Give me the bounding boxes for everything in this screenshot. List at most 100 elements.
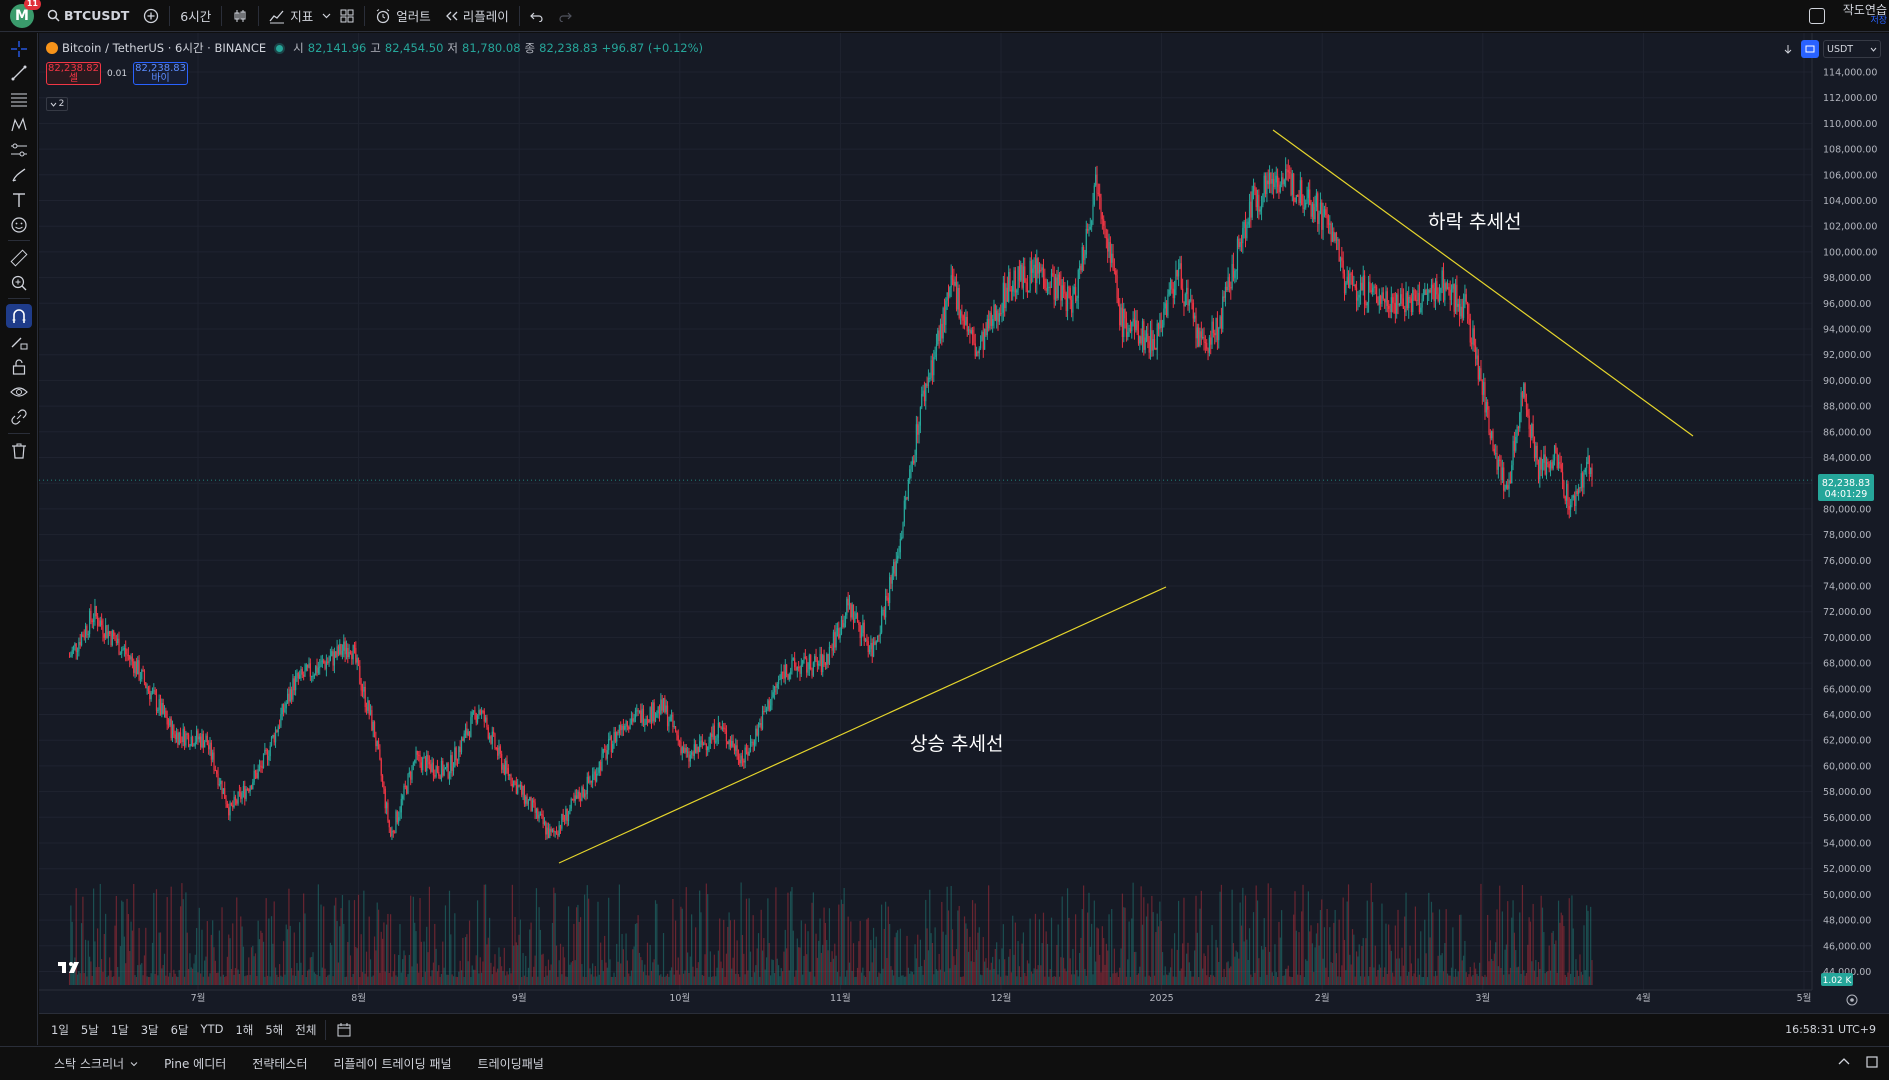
alert-button[interactable]: 얼러트: [368, 0, 438, 32]
compare-symbol-button[interactable]: [136, 0, 166, 32]
market-status-icon[interactable]: [276, 44, 284, 52]
layout-grid-button[interactable]: [333, 0, 361, 32]
volume-bar: [141, 963, 143, 985]
period-3m[interactable]: 3달: [140, 1022, 159, 1037]
symbol-search-button[interactable]: BTCUSDT: [40, 0, 136, 32]
volume-bar: [878, 972, 880, 985]
separator: [221, 5, 223, 26]
currency-select[interactable]: USDT: [1823, 40, 1881, 58]
period-ytd[interactable]: YTD: [200, 1021, 224, 1036]
tradingview-logo[interactable]: [58, 962, 79, 973]
candle-body: [93, 619, 95, 623]
tab-pine-editor[interactable]: Pine 에디터: [164, 1057, 227, 1071]
interval-button[interactable]: 6시간: [180, 9, 212, 24]
tab-strategy-tester[interactable]: 전략테스터: [252, 1057, 308, 1071]
last-price-tag: 82,238.83 04:01:29: [1818, 474, 1874, 501]
volume-bar: [736, 940, 738, 985]
volume-bar: [802, 974, 804, 985]
candle-body: [1203, 337, 1205, 343]
volume-bar: [1227, 961, 1229, 985]
undo-button[interactable]: [523, 0, 551, 32]
layout-checkbox[interactable]: [1808, 8, 1825, 24]
candle-body: [119, 653, 121, 655]
candle-body: [1192, 302, 1194, 319]
candle-body: [583, 793, 586, 797]
candles-icon: [232, 8, 248, 24]
candle-body: [864, 639, 867, 641]
volume-bar: [1017, 941, 1019, 985]
buy-button[interactable]: 82,238.83 바이: [133, 62, 189, 85]
crosshair-tool[interactable]: [6, 37, 32, 61]
pattern-tool[interactable]: [6, 113, 32, 137]
candle-body: [779, 679, 781, 681]
go-to-date-button[interactable]: [329, 1014, 359, 1046]
period-all[interactable]: 전체: [295, 1022, 317, 1037]
utc-clock[interactable]: 16:58:31 UTC+9: [1785, 1023, 1876, 1036]
volume-bar: [304, 913, 306, 985]
sync-drawings-tool[interactable]: [6, 405, 32, 429]
hide-drawings-tool[interactable]: [6, 380, 32, 404]
period-1y[interactable]: 1해: [235, 1022, 254, 1037]
legend-collapse-button[interactable]: 2: [46, 97, 68, 111]
volume-bar: [1164, 966, 1166, 985]
auto-scale-button[interactable]: [1801, 40, 1819, 58]
scroll-to-latest-button[interactable]: [1779, 40, 1797, 58]
candle-body: [1434, 281, 1437, 302]
lock-all-tool[interactable]: [6, 355, 32, 379]
candle-body: [992, 318, 994, 326]
ruler-tool[interactable]: [6, 246, 32, 270]
user-avatar[interactable]: M 11: [10, 0, 41, 28]
chevron-up-icon[interactable]: [1837, 1055, 1851, 1069]
text-tool[interactable]: [6, 188, 32, 212]
price-chart[interactable]: 하락 추세선 상승 추세선 114,000.00112,000.00110,00…: [0, 0, 1889, 1013]
candle-body: [890, 577, 892, 584]
zoom-tool[interactable]: [6, 271, 32, 295]
volume-bar: [1153, 975, 1156, 985]
magnet-tool[interactable]: [6, 304, 32, 328]
volume-bar: [377, 909, 380, 985]
volume-bar: [752, 915, 754, 985]
indicators-button[interactable]: 지표: [262, 0, 320, 32]
volume-bar: [186, 932, 188, 985]
axis-settings-icon[interactable]: [1846, 994, 1858, 1006]
indicators-dropdown[interactable]: [320, 0, 333, 32]
sell-button[interactable]: 82,238.82 셀: [46, 62, 101, 85]
candle-body: [1018, 266, 1021, 281]
tab-replay-trading-panel[interactable]: 리플레이 트레이딩 패널: [333, 1057, 452, 1071]
volume-bar: [1180, 968, 1182, 985]
candle-body: [1070, 299, 1073, 313]
chart-pane[interactable]: [39, 33, 1889, 1013]
brush-tool[interactable]: [6, 163, 32, 187]
period-6m[interactable]: 6달: [170, 1022, 189, 1037]
chart-type-button[interactable]: [225, 0, 255, 32]
volume-bar: [97, 928, 99, 985]
trendline-tool[interactable]: [6, 61, 32, 85]
delete-drawings-tool[interactable]: [6, 439, 32, 463]
period-1d[interactable]: 1일: [51, 1022, 69, 1037]
maximize-icon[interactable]: [1865, 1055, 1879, 1069]
fib-tool[interactable]: [6, 138, 32, 162]
candle-body: [1335, 233, 1338, 241]
candle-body: [295, 675, 297, 691]
legend-title[interactable]: Bitcoin / TetherUS · 6시간 · BINANCE: [62, 41, 267, 55]
period-1m[interactable]: 1달: [110, 1022, 129, 1037]
period-5y[interactable]: 5해: [265, 1022, 284, 1037]
tab-stock-screener[interactable]: 스탁 스크리너: [54, 1055, 138, 1072]
volume-bar: [1591, 960, 1593, 985]
volume-bar: [716, 967, 718, 985]
candle-body: [1401, 294, 1403, 299]
horizontal-lines-tool[interactable]: [6, 87, 32, 111]
candle-body: [1587, 455, 1589, 463]
emoji-tool[interactable]: [6, 213, 32, 237]
volume-bar: [503, 947, 505, 985]
lock-drawing-tool[interactable]: [6, 330, 32, 354]
replay-button[interactable]: 리플레이: [438, 0, 516, 32]
period-5d[interactable]: 5날: [80, 1022, 99, 1037]
volume-bar: [525, 955, 527, 985]
candle-body: [1223, 296, 1225, 298]
candle-body: [1235, 270, 1237, 272]
candle-body: [1465, 294, 1467, 303]
tab-trading-panel[interactable]: 트레이딩패널: [477, 1057, 544, 1071]
layout-name-button[interactable]: 작도연습 저장: [1843, 4, 1887, 27]
redo-button[interactable]: [551, 0, 579, 32]
